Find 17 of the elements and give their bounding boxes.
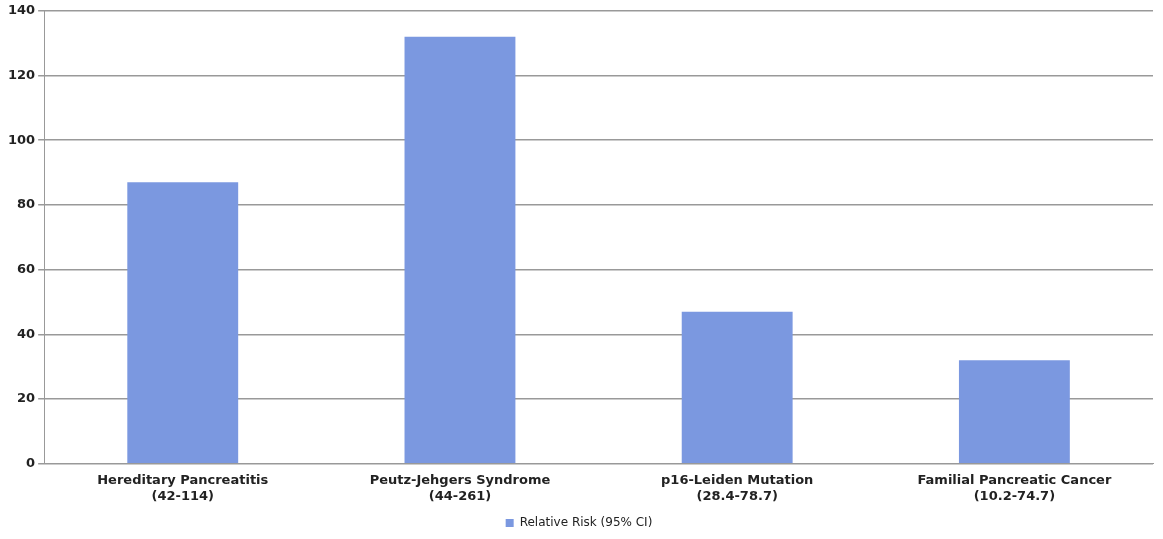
bar (127, 182, 239, 464)
y-tick-label: 100 (8, 131, 36, 147)
bar (681, 311, 793, 464)
bar (404, 36, 516, 464)
y-tick-label: 60 (17, 261, 36, 277)
x-tick-label: p16-Leiden Mutation (28.4-78.7) (661, 471, 814, 503)
y-tick-label: 20 (17, 390, 36, 406)
y-tick-label: 120 (8, 66, 36, 82)
x-tick-label: Familial Pancreatic Cancer (10.2-74.7) (917, 471, 1112, 503)
y-tick-label: 40 (17, 325, 36, 341)
y-tick-label: 140 (8, 2, 36, 18)
x-tick-label: Hereditary Pancreatitis (42-114) (97, 471, 269, 503)
x-tick-label: Peutz-Jehgers Syndrome (44-261) (369, 471, 551, 503)
y-tick-label: 80 (17, 196, 36, 212)
y-tick-label: 0 (26, 455, 36, 471)
bar (958, 360, 1070, 464)
legend-label: Relative Risk (95% CI) (519, 515, 653, 530)
